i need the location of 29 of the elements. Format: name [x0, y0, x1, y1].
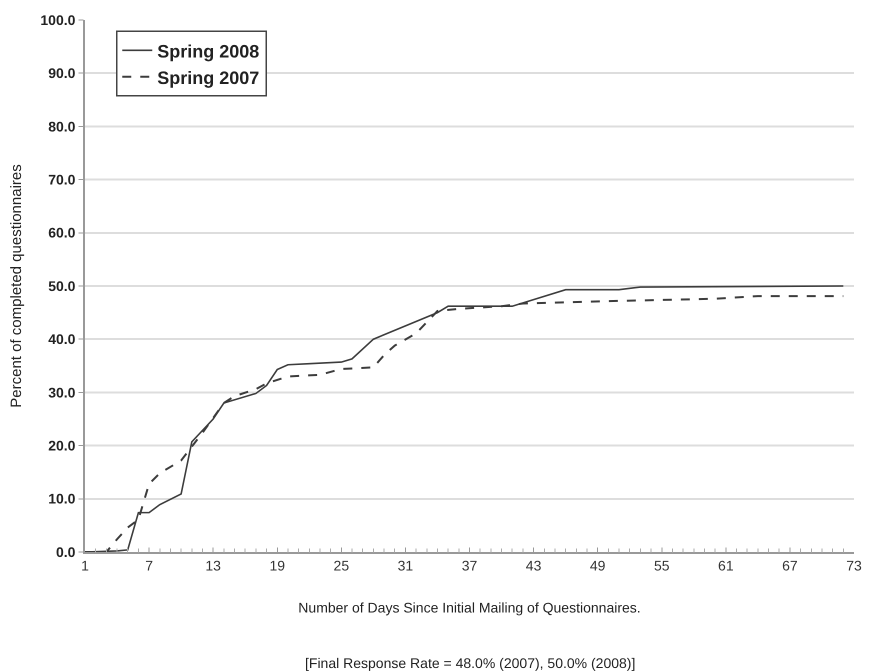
legend-label: Spring 2007 — [157, 68, 260, 88]
text: [Final Response Rate = 48.0% (2007), 50.0% (2008)] — [305, 655, 636, 671]
y-tick-label: 40.0 — [48, 331, 76, 348]
y-tick-label: 10.0 — [48, 490, 76, 507]
y-tick-label: 50.0 — [48, 278, 76, 294]
y-tick-label: 70.0 — [48, 172, 76, 188]
y-tick-label: 0.0 — [56, 544, 76, 560]
x-tick-label: 55 — [654, 558, 670, 574]
x-tick-label: 37 — [462, 558, 478, 574]
legend-label: Spring 2008 — [157, 41, 260, 62]
x-tick-label: 19 — [269, 558, 286, 574]
x-tick-label: 7 — [145, 558, 154, 574]
y-tick-label: 90.0 — [48, 65, 76, 82]
x-tick-label: 49 — [590, 558, 606, 574]
y-tick-label: 80.0 — [48, 118, 76, 134]
y-tick-label: 20.0 — [48, 438, 76, 454]
x-tick-label: 25 — [334, 558, 350, 574]
x-tick-label: 1 — [81, 558, 90, 574]
y-tick-label: 30.0 — [48, 384, 76, 400]
x-tick-label: 67 — [782, 558, 798, 574]
y-axis-title: Percent of completed questionnaires — [8, 164, 26, 408]
x-axis-title: Number of Days Since Initial Mailing of Questionnaires. — [298, 599, 641, 616]
x-tick-label: 73 — [846, 558, 862, 574]
y-tick-label: 60.0 — [48, 224, 76, 241]
y-tick-label: 100.0 — [40, 12, 76, 28]
x-tick-label: 61 — [718, 558, 734, 574]
x-tick-label: 13 — [205, 558, 222, 574]
x-tick-label: 43 — [526, 558, 542, 574]
x-tick-label: 31 — [398, 558, 414, 574]
